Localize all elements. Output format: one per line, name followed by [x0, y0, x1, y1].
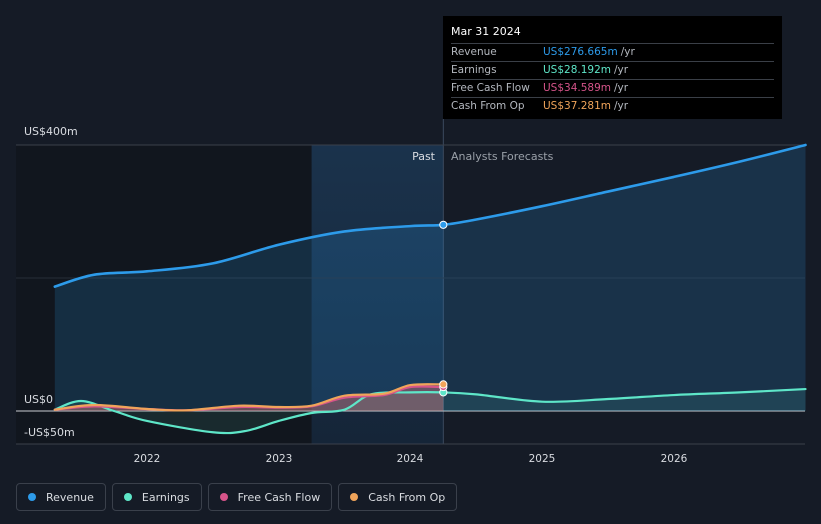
- revenue-area: [54, 145, 806, 411]
- tooltip-label: Cash From Op: [451, 100, 525, 112]
- x-tick-2025: 2025: [529, 453, 556, 465]
- legend-dot-icon: [123, 493, 132, 501]
- legend: Revenue Earnings Free Cash Flow Cash Fro…: [16, 483, 458, 511]
- tooltip-date: Mar 31 2024: [451, 23, 774, 44]
- tooltip-label: Revenue: [451, 46, 497, 58]
- tooltip-value: US$34.589m: [543, 82, 611, 94]
- tooltip-unit: /yr: [614, 82, 629, 94]
- legend-item-free-cash-flow[interactable]: Free Cash Flow: [207, 483, 333, 511]
- legend-dot-icon: [219, 493, 228, 501]
- tooltip-value: US$276.665m: [543, 46, 618, 58]
- tooltip-row-cfo: Cash From Op US$37.281m /yr: [451, 98, 774, 115]
- legend-label: Free Cash Flow: [237, 490, 321, 504]
- legend-label: Earnings: [141, 490, 190, 504]
- tooltip-label: Earnings: [451, 64, 497, 76]
- x-tick-2026: 2026: [661, 453, 688, 465]
- x-tick-2023: 2023: [266, 453, 293, 465]
- earnings-line: [53, 387, 807, 435]
- revenue-marker: [439, 220, 448, 229]
- tooltip-label: Free Cash Flow: [451, 82, 530, 94]
- past-region: [16, 145, 312, 444]
- x-tick-2024: 2024: [397, 453, 424, 465]
- tooltip-row-revenue: Revenue US$276.665m /yr: [451, 44, 774, 62]
- x-tick-2022: 2022: [134, 453, 161, 465]
- legend-label: Cash From Op: [368, 490, 446, 504]
- legend-dot-icon: [28, 493, 36, 501]
- legend-item-revenue[interactable]: Revenue: [16, 483, 106, 511]
- tooltip-unit: /yr: [614, 100, 629, 112]
- legend-item-cash-from-op[interactable]: Cash From Op: [338, 483, 458, 511]
- tooltip-unit: /yr: [620, 46, 635, 58]
- y-label-bottom: -US$50m: [24, 426, 75, 439]
- past-label: Past: [412, 150, 436, 163]
- cash-from-op-area: [54, 384, 444, 411]
- legend-label: Revenue: [46, 490, 94, 504]
- free-cash-flow-area: [54, 386, 444, 411]
- tooltip: Mar 31 2024 Revenue US$276.665m /yr Earn…: [443, 16, 782, 119]
- tooltip-value: US$28.192m: [543, 64, 611, 76]
- earnings-area: [54, 389, 806, 434]
- legend-dot-icon: [350, 493, 359, 501]
- tooltip-row-fcf: Free Cash Flow US$34.589m /yr: [451, 80, 774, 98]
- revenue-line: [53, 143, 807, 288]
- y-label-zero: US$0: [24, 393, 53, 406]
- y-label-top: US$400m: [24, 125, 78, 138]
- tooltip-unit: /yr: [614, 64, 629, 76]
- tooltip-value: US$37.281m: [543, 100, 611, 112]
- legend-item-earnings[interactable]: Earnings: [111, 483, 202, 511]
- cash-from-op-marker: [439, 380, 448, 389]
- cash-from-op-line: [53, 383, 445, 412]
- tooltip-row-earnings: Earnings US$28.192m /yr: [451, 62, 774, 80]
- forecast-label: Analysts Forecasts: [451, 150, 554, 163]
